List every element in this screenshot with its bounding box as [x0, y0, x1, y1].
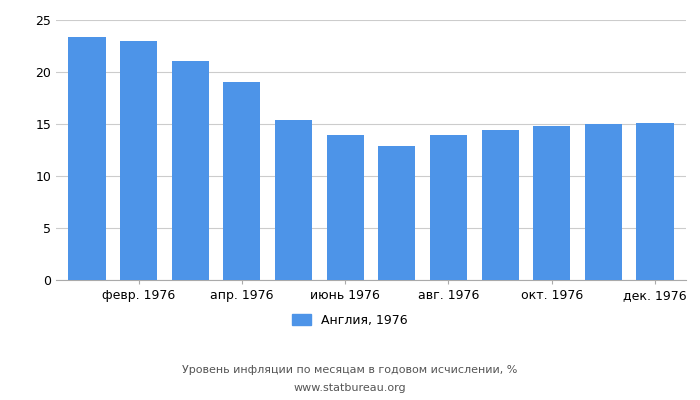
Bar [275, 120, 312, 280]
Bar [172, 60, 209, 280]
Bar [327, 136, 364, 280]
Bar [584, 124, 622, 280]
Bar [378, 146, 415, 280]
Bar [636, 123, 673, 280]
Text: Уровень инфляции по месяцам в годовом исчислении, %: Уровень инфляции по месяцам в годовом ис… [182, 365, 518, 375]
Bar [482, 130, 519, 280]
Text: www.statbureau.org: www.statbureau.org [294, 383, 406, 393]
Bar [533, 126, 570, 280]
Legend: Англия, 1976: Англия, 1976 [287, 309, 413, 332]
Bar [430, 136, 467, 280]
Bar [69, 37, 106, 280]
Bar [120, 41, 158, 280]
Bar [223, 82, 260, 280]
